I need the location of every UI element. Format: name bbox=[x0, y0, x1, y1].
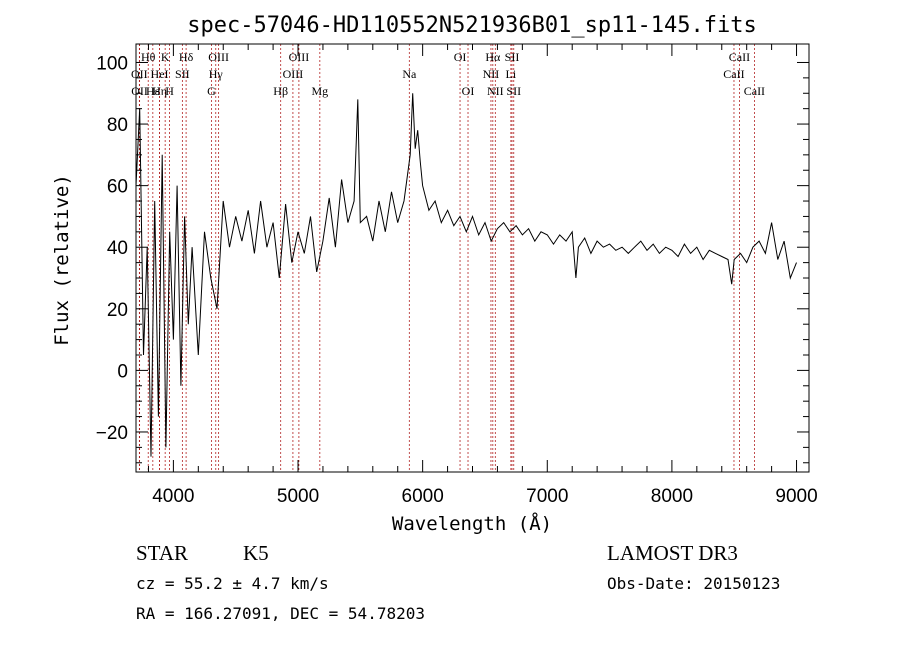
line-label: Li bbox=[506, 67, 517, 81]
chart-title: spec-57046-HD110552N521936B01_sp11-145.f… bbox=[187, 13, 757, 38]
line-label: Hθ bbox=[141, 50, 156, 64]
line-label: OIII bbox=[289, 50, 310, 64]
x-tick-label: 5000 bbox=[277, 486, 319, 507]
x-tick-label: 6000 bbox=[402, 486, 444, 507]
line-label: Na bbox=[402, 67, 417, 81]
line-label: CaII bbox=[744, 84, 765, 98]
line-markers bbox=[138, 44, 755, 472]
plot-frame bbox=[135, 43, 810, 473]
line-label: Hη bbox=[152, 84, 167, 98]
plot-area: Hθ K Hδ OIII OIII OI Hα SII CaII OII HeI SII Hγ OIII N… bbox=[96, 43, 818, 507]
line-label: Hβ bbox=[273, 84, 288, 98]
line-label: OI bbox=[454, 50, 467, 64]
subclass-label: K5 bbox=[243, 541, 269, 565]
y-tick-label: 100 bbox=[96, 53, 128, 74]
y-axis-label: Flux (relative) bbox=[51, 174, 73, 346]
line-label: OII bbox=[131, 84, 148, 98]
line-labels: Hθ K Hδ OIII OIII OI Hα SII CaII OII HeI SII Hγ OIII N… bbox=[131, 50, 765, 98]
x-tick-label: 9000 bbox=[775, 486, 817, 507]
line-label: Mg bbox=[311, 84, 328, 98]
x-tick-label: 8000 bbox=[651, 486, 693, 507]
line-label: NII bbox=[487, 84, 504, 98]
class-label: STAR bbox=[136, 541, 188, 565]
obs-date: Obs-Date: 20150123 bbox=[607, 574, 780, 593]
line-label: NII bbox=[483, 67, 500, 81]
line-label: CaII bbox=[729, 50, 750, 64]
line-label: SII bbox=[505, 50, 520, 64]
line-label: Hε bbox=[146, 84, 160, 98]
y-tick-label: 40 bbox=[107, 238, 128, 259]
line-label: Hα bbox=[485, 50, 501, 64]
line-label: SII bbox=[175, 67, 190, 81]
coords-readout: RA = 166.27091, DEC = 54.78203 bbox=[136, 604, 425, 623]
spectrum-series bbox=[136, 93, 797, 457]
line-label: OIII bbox=[208, 50, 229, 64]
line-label: OI bbox=[462, 84, 475, 98]
x-tick-label: 7000 bbox=[526, 486, 568, 507]
y-tick-label: 60 bbox=[107, 177, 128, 198]
line-label: Hγ bbox=[209, 67, 224, 81]
y-tick-label: 80 bbox=[107, 115, 128, 136]
line-label: CaII bbox=[723, 67, 744, 81]
line-label: OIII bbox=[283, 67, 304, 81]
y-tick-label: 0 bbox=[117, 361, 128, 382]
y-tick-label: −20 bbox=[96, 423, 128, 444]
line-label: Hδ bbox=[179, 50, 194, 64]
y-axis: −20 0 20 40 60 80 100 bbox=[96, 53, 809, 464]
survey-label: LAMOST DR3 bbox=[607, 541, 738, 565]
line-label: OII bbox=[131, 67, 148, 81]
y-tick-label: 20 bbox=[107, 300, 128, 321]
x-tick-label: 4000 bbox=[152, 486, 194, 507]
line-label: HeI bbox=[151, 67, 169, 81]
line-label: K bbox=[161, 50, 170, 64]
line-label: H bbox=[165, 84, 174, 98]
line-label: G bbox=[207, 84, 216, 98]
line-label: SII bbox=[506, 84, 521, 98]
cz-readout: cz = 55.2 ± 4.7 km/s bbox=[136, 574, 329, 593]
x-axis: 4000 5000 6000 7000 8000 9000 bbox=[147, 44, 818, 507]
x-axis-label: Wavelength (Å) bbox=[392, 512, 552, 535]
